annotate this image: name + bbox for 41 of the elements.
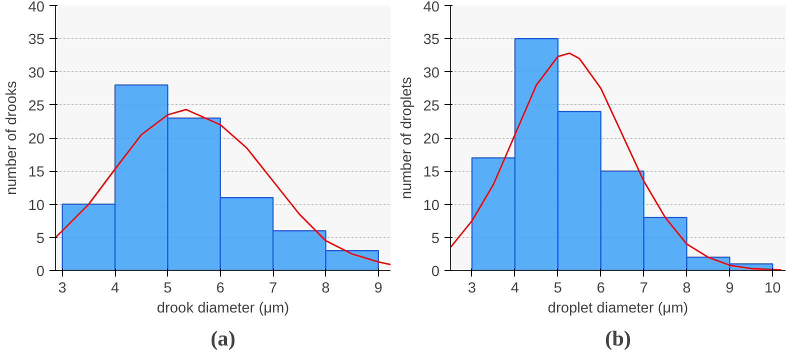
y-tick-label: 0 — [36, 264, 45, 280]
x-tick-label: 3 — [58, 280, 66, 296]
y-tick-label: 25 — [28, 98, 45, 114]
x-tick-label: 4 — [510, 280, 520, 296]
x-tick-label: 9 — [374, 280, 382, 296]
y-tick-label: 15 — [423, 164, 440, 181]
x-tick-label: 5 — [554, 280, 562, 296]
x-tick-label: 6 — [216, 280, 224, 296]
y-tick-label: 20 — [423, 132, 440, 148]
y-axis-title: number of drooks — [4, 80, 20, 196]
y-tick-label: 40 — [423, 0, 440, 16]
y-tick-label: 15 — [28, 164, 45, 181]
x-axis-title: droplet diameter (μm) — [548, 300, 688, 316]
y-tick-label: 30 — [28, 65, 45, 82]
x-tick-label: 4 — [110, 280, 120, 296]
y-tick-label: 35 — [28, 32, 45, 48]
y-tick-label: 0 — [431, 264, 440, 280]
y-tick-label: 40 — [28, 0, 45, 16]
text: (b) — [604, 326, 632, 350]
line-series — [450, 52, 782, 270]
y-tick-label: 10 — [423, 198, 440, 214]
y-tick-label: 10 — [28, 198, 45, 214]
x-tick-label: 8 — [322, 280, 330, 296]
x-tick-label: 9 — [726, 280, 734, 296]
y-tick-label: 25 — [423, 98, 440, 114]
y-tick-label: 5 — [36, 230, 45, 247]
x-tick-label: 7 — [268, 280, 278, 296]
x-tick-label: 7 — [640, 280, 648, 296]
x-tick-label: 10 — [764, 280, 781, 296]
y-tick-label: 35 — [423, 32, 440, 48]
y-tick-label: 20 — [28, 132, 45, 148]
y-axis-title: number of droplets — [399, 76, 416, 200]
x-tick-label: 5 — [164, 280, 172, 296]
text: (a) — [210, 326, 236, 350]
x-tick-label: 3 — [468, 280, 476, 296]
x-axis-title: drook diameter (μm) — [156, 300, 290, 316]
x-tick-label: 8 — [682, 280, 691, 296]
line-series — [56, 108, 390, 266]
y-tick-label: 5 — [431, 230, 440, 247]
y-tick-label: 30 — [423, 65, 440, 82]
x-tick-label: 6 — [596, 280, 605, 296]
